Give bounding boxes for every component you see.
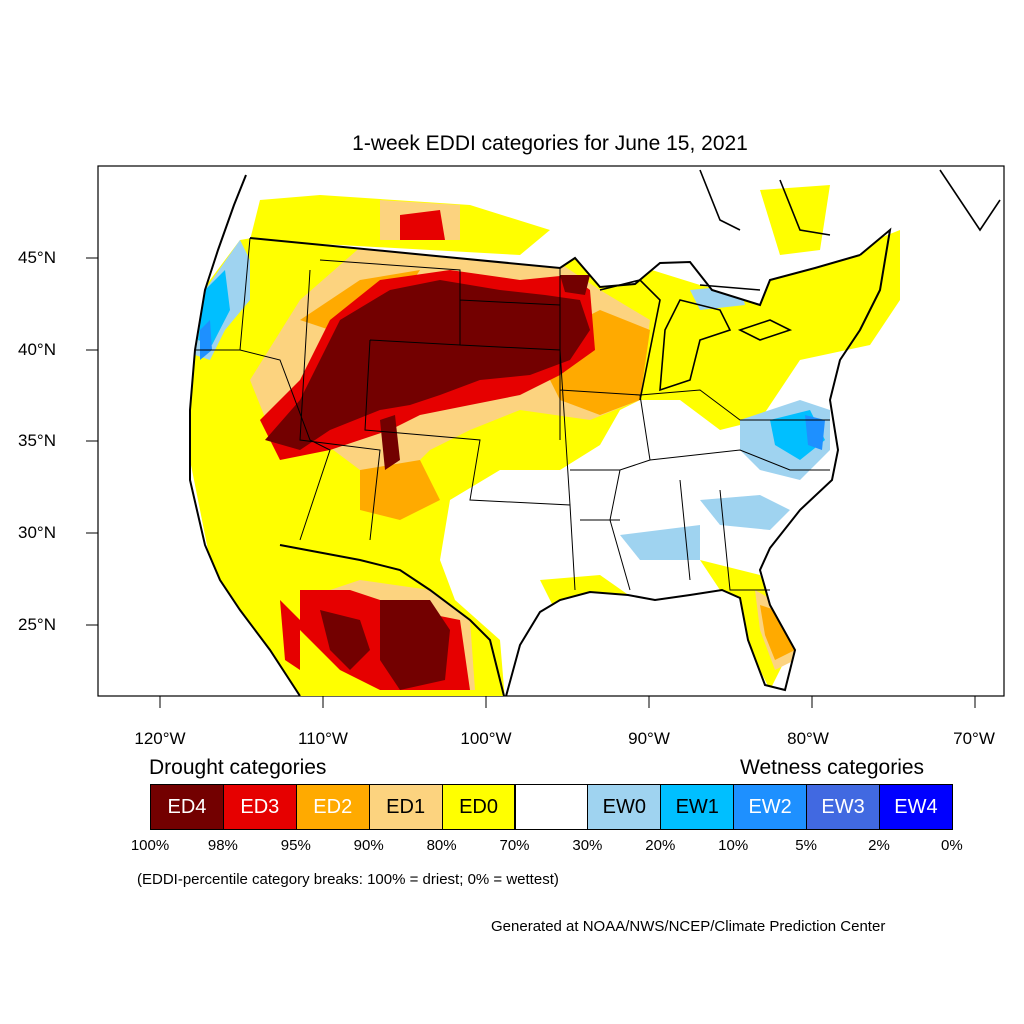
legend-break-label: 0% (941, 837, 963, 854)
legend-box-normal (514, 784, 589, 830)
legend-box-ew2: EW2 (733, 784, 808, 830)
lon-label-70: 70°W (953, 729, 995, 748)
legend-break-label: 90% (353, 837, 384, 854)
legend-box-ew1: EW1 (660, 784, 735, 830)
legend-break-label: 20% (645, 837, 676, 854)
category-breaks-note: (EDDI-percentile category breaks: 100% =… (137, 871, 559, 888)
legend-break-label: 10% (718, 837, 749, 854)
boundaries (189, 169, 1001, 696)
eddi-shading (190, 185, 900, 696)
legend-box-ed1: ED1 (368, 784, 443, 830)
legend-box-ew3: EW3 (806, 784, 880, 830)
wetness-categories-heading: Wetness categories (740, 756, 925, 779)
legend-box-ed0: ED0 (441, 784, 516, 830)
credit-text: Generated at NOAA/NWS/NCEP/Climate Predi… (491, 918, 886, 935)
legend-break-label: 70% (499, 837, 530, 854)
lat-label-30: 30°N (18, 523, 56, 542)
legend-break-label: 80% (426, 837, 457, 854)
lat-label-25: 25°N (18, 615, 56, 634)
lat-label-45: 45°N (18, 248, 56, 267)
legend-break-label: 100% (130, 837, 170, 854)
legend-break-label: 2% (868, 837, 890, 854)
lon-label-90: 90°W (628, 729, 670, 748)
lon-label-110: 110°W (298, 729, 348, 748)
lat-label-35: 35°N (18, 431, 56, 450)
drought-categories-heading: Drought categories (149, 756, 327, 779)
lon-label-80: 80°W (787, 729, 829, 748)
legend-box-ew0: EW0 (587, 784, 662, 830)
legend-break-label: 30% (572, 837, 603, 854)
legend-box-ew4: EW4 (879, 784, 953, 830)
legend-break-label: 95% (280, 837, 311, 854)
lat-label-40: 40°N (18, 340, 56, 359)
map-title: 1-week EDDI categories for June 15, 2021 (352, 132, 748, 155)
legend-box-ed4: ED4 (150, 784, 224, 830)
lon-label-120: 120°W (134, 729, 186, 748)
legend-break-label: 98% (207, 837, 238, 854)
tick-marks (86, 257, 976, 708)
legend-break-label: 5% (795, 837, 817, 854)
lon-label-100: 100°W (460, 729, 512, 748)
legend-box-ed2: ED2 (295, 784, 370, 830)
legend-box-ed3: ED3 (222, 784, 297, 830)
